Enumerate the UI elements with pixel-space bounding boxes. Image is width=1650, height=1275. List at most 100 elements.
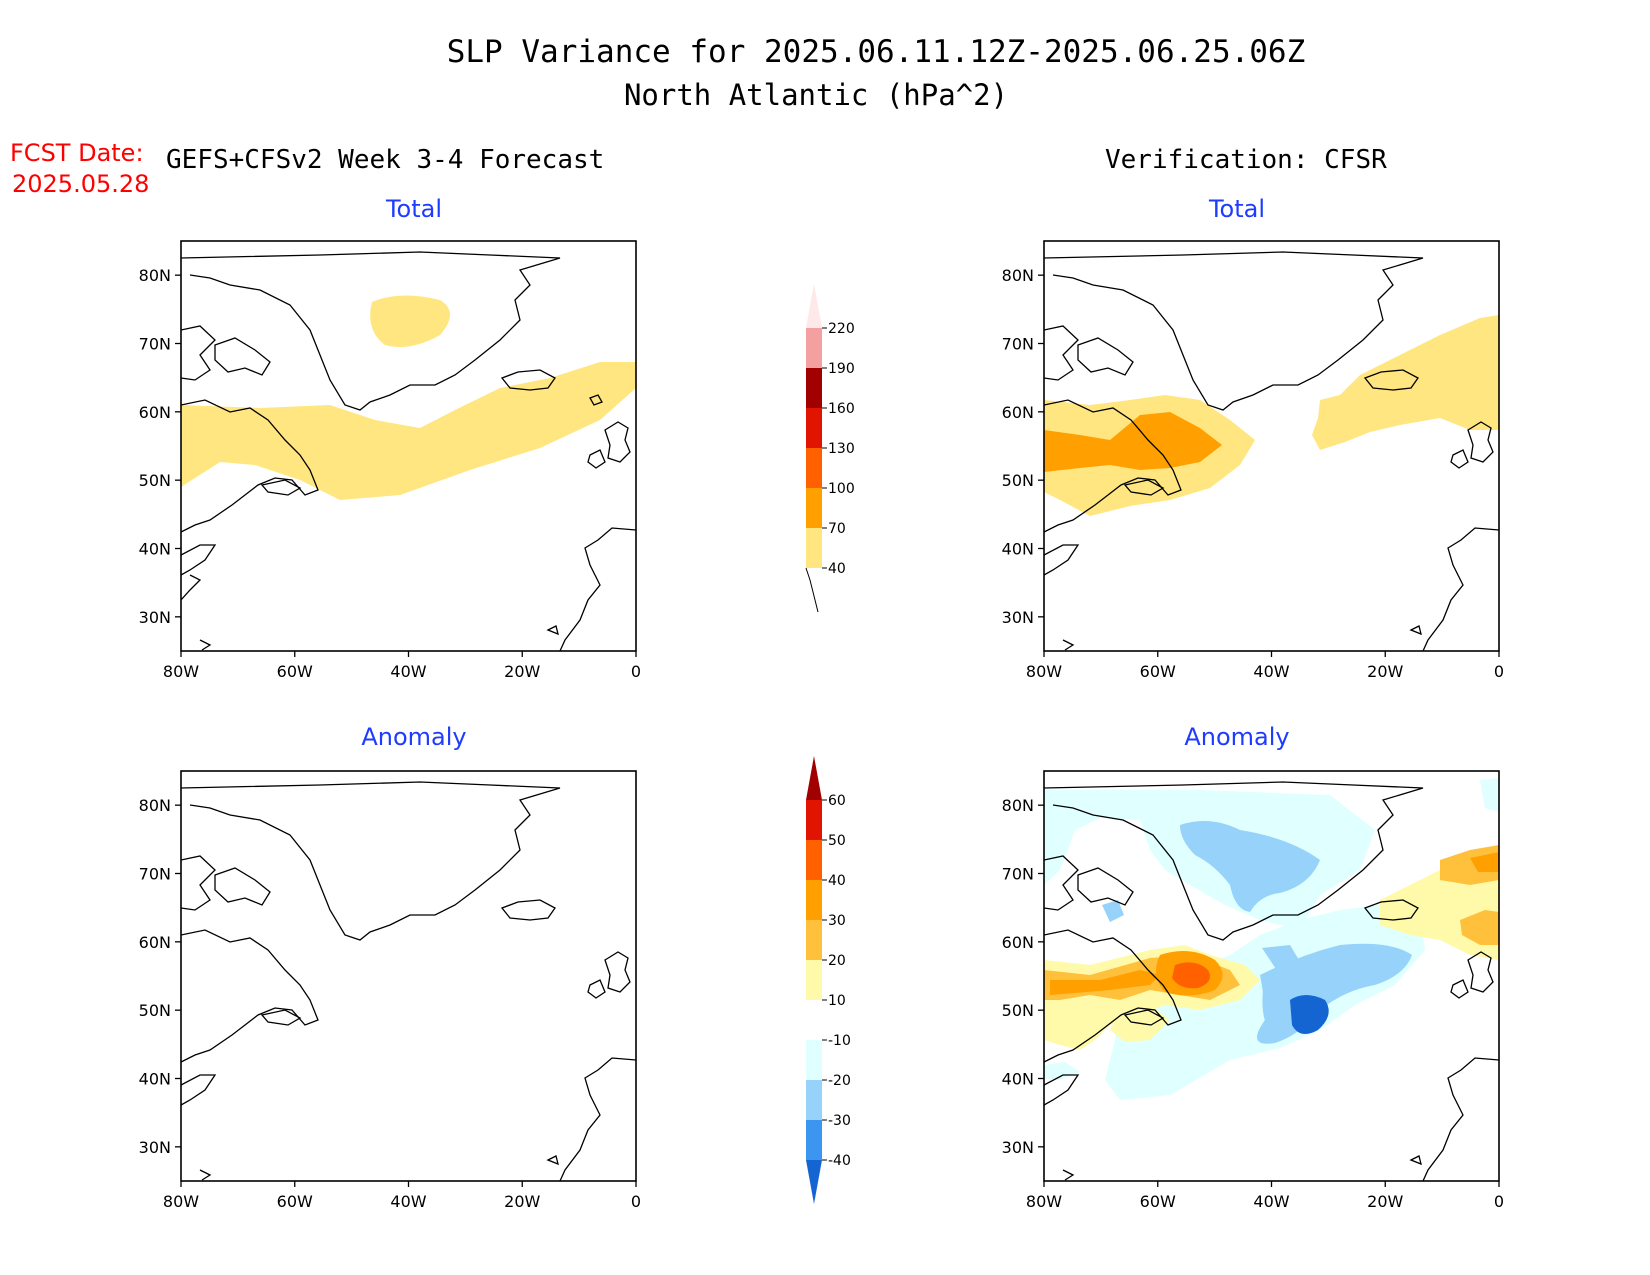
total-colorbar: 40 70 100 130 160 190 220 bbox=[805, 284, 855, 613]
lon-tick-label: 40W bbox=[1253, 662, 1289, 681]
anomaly-colorbar-swatch bbox=[806, 840, 822, 880]
lat-tick-label: 80N bbox=[139, 266, 171, 285]
lon-tick-label: 40W bbox=[390, 1192, 426, 1211]
lon-tick-label: 60W bbox=[277, 662, 313, 681]
lat-tick-label: 60N bbox=[1002, 933, 1034, 952]
anomaly-colorbar-label: 60 bbox=[828, 793, 846, 809]
lat-tick-label: 60N bbox=[139, 403, 171, 422]
lat-tick-label: 50N bbox=[139, 471, 171, 490]
lat-tick-label: 60N bbox=[1002, 403, 1034, 422]
anomaly-colorbar-swatch bbox=[806, 1120, 822, 1160]
anomaly-colorbar-swatch bbox=[806, 960, 822, 1000]
forecast-anomaly-map: 80N 70N 60N 50N 40N 30N 80W 60W 40W 20W 0 bbox=[139, 770, 641, 1211]
anomaly-colorbar-swatch bbox=[806, 920, 822, 960]
figure-title-line2: North Atlantic (hPa^2) bbox=[624, 78, 1008, 112]
anomaly-colorbar-swatch bbox=[806, 1040, 822, 1080]
forecast-total-shading bbox=[181, 295, 636, 500]
lon-tick-label: 60W bbox=[1140, 662, 1176, 681]
anomaly-colorbar-label: -20 bbox=[828, 1073, 851, 1089]
lat-tick-label: 30N bbox=[139, 1138, 171, 1157]
panel-title-forecast-total: Total bbox=[385, 195, 442, 223]
forecast-column-title: GEFS+CFSv2 Week 3-4 Forecast bbox=[166, 145, 604, 175]
lat-tick-label: 30N bbox=[139, 608, 171, 627]
total-colorbar-label: 190 bbox=[828, 361, 855, 377]
lat-tick-label: 30N bbox=[1002, 608, 1034, 627]
lat-tick-label: 30N bbox=[1002, 1138, 1034, 1157]
lat-tick-label: 40N bbox=[139, 1070, 171, 1089]
lat-tick-label: 80N bbox=[139, 796, 171, 815]
total-colorbar-swatch bbox=[806, 368, 822, 408]
fcst-date-value: 2025.05.28 bbox=[12, 170, 149, 198]
lon-tick-label: 40W bbox=[390, 662, 426, 681]
total-colorbar-label: 70 bbox=[828, 521, 846, 537]
total-colorbar-swatch bbox=[806, 448, 822, 488]
lon-tick-label: 40W bbox=[1253, 1192, 1289, 1211]
anomaly-colorbar-label: -40 bbox=[828, 1153, 851, 1169]
total-colorbar-swatch bbox=[806, 488, 822, 528]
lon-tick-label: 60W bbox=[277, 1192, 313, 1211]
anomaly-colorbar-swatch bbox=[806, 800, 822, 840]
total-colorbar-label: 220 bbox=[828, 321, 855, 337]
anomaly-colorbar-label: 30 bbox=[828, 913, 846, 929]
lat-tick-label: 80N bbox=[1002, 266, 1034, 285]
lon-tick-label: 0 bbox=[631, 1192, 641, 1211]
total-colorbar-swatch bbox=[806, 284, 822, 328]
lon-tick-label: 80W bbox=[1026, 1192, 1062, 1211]
total-colorbar-label: 40 bbox=[828, 561, 846, 577]
anomaly-colorbar-label: 50 bbox=[828, 833, 846, 849]
lon-tick-label: 20W bbox=[1367, 1192, 1403, 1211]
total-colorbar-label: 130 bbox=[828, 441, 855, 457]
lat-tick-label: 40N bbox=[1002, 540, 1034, 559]
lon-tick-label: 60W bbox=[1140, 1192, 1176, 1211]
lat-tick-label: 80N bbox=[1002, 796, 1034, 815]
lon-tick-label: 0 bbox=[631, 662, 641, 681]
total-colorbar-label: 100 bbox=[828, 481, 855, 497]
verification-anomaly-map: 80N 70N 60N 50N 40N 30N 80W 60W 40W 20W 0 bbox=[1002, 770, 1504, 1211]
forecast-anomaly-coastlines bbox=[181, 781, 636, 1181]
total-colorbar-swatch bbox=[806, 408, 822, 448]
lat-tick-label: 70N bbox=[139, 865, 171, 884]
panel-title-verification-total: Total bbox=[1208, 195, 1265, 223]
lat-tick-label: 60N bbox=[139, 933, 171, 952]
lon-tick-label: 20W bbox=[504, 1192, 540, 1211]
verification-total-map: 80N 70N 60N 50N 40N 30N 80W 60W 40W 20W 0 bbox=[1002, 240, 1504, 681]
anomaly-colorbar-label: -10 bbox=[828, 1033, 851, 1049]
anomaly-colorbar-swatch bbox=[806, 1080, 822, 1120]
panel-title-forecast-anomaly: Anomaly bbox=[361, 723, 466, 751]
lon-tick-label: 20W bbox=[504, 662, 540, 681]
anomaly-colorbar-swatch bbox=[806, 880, 822, 920]
lat-tick-label: 70N bbox=[1002, 335, 1034, 354]
lon-tick-label: 80W bbox=[163, 1192, 199, 1211]
lat-tick-label: 40N bbox=[139, 540, 171, 559]
lon-tick-label: 0 bbox=[1494, 1192, 1504, 1211]
total-colorbar-swatch bbox=[806, 328, 822, 368]
lon-tick-label: 80W bbox=[1026, 662, 1062, 681]
lon-tick-label: 80W bbox=[163, 662, 199, 681]
lat-tick-label: 70N bbox=[1002, 865, 1034, 884]
total-colorbar-label: 160 bbox=[828, 401, 855, 417]
anomaly-colorbar-label: 20 bbox=[828, 953, 846, 969]
verification-anomaly-shading bbox=[1044, 778, 1499, 1100]
panel-title-verification-anomaly: Anomaly bbox=[1184, 723, 1289, 751]
forecast-total-map: 80N 70N 60N 50N 40N 30N 80W 60W 40W 20W 0 bbox=[139, 240, 641, 681]
verification-anomaly-coastlines bbox=[1044, 781, 1499, 1181]
figure-title-line1: SLP Variance for 2025.06.11.12Z-2025.06.… bbox=[447, 34, 1306, 70]
lat-tick-label: 50N bbox=[139, 1001, 171, 1020]
lon-tick-label: 0 bbox=[1494, 662, 1504, 681]
anomaly-colorbar-swatch bbox=[806, 756, 822, 800]
verification-total-shading bbox=[1044, 315, 1499, 516]
anomaly-colorbar-label: 10 bbox=[828, 993, 846, 1009]
lat-tick-label: 50N bbox=[1002, 1001, 1034, 1020]
forecast-total-coastlines bbox=[181, 251, 636, 651]
lat-tick-label: 50N bbox=[1002, 471, 1034, 490]
verification-column-title: Verification: CFSR bbox=[1105, 145, 1387, 175]
verification-total-coastlines bbox=[1044, 251, 1499, 651]
lat-tick-label: 40N bbox=[1002, 1070, 1034, 1089]
anomaly-colorbar-swatch bbox=[806, 1160, 822, 1204]
anomaly-colorbar: -40 -30 -20 -10 10 20 30 40 50 60 bbox=[806, 756, 851, 1204]
anomaly-colorbar-label: 40 bbox=[828, 873, 846, 889]
lon-tick-label: 20W bbox=[1367, 662, 1403, 681]
total-colorbar-tail bbox=[805, 567, 819, 613]
anomaly-colorbar-swatch bbox=[806, 1000, 822, 1040]
